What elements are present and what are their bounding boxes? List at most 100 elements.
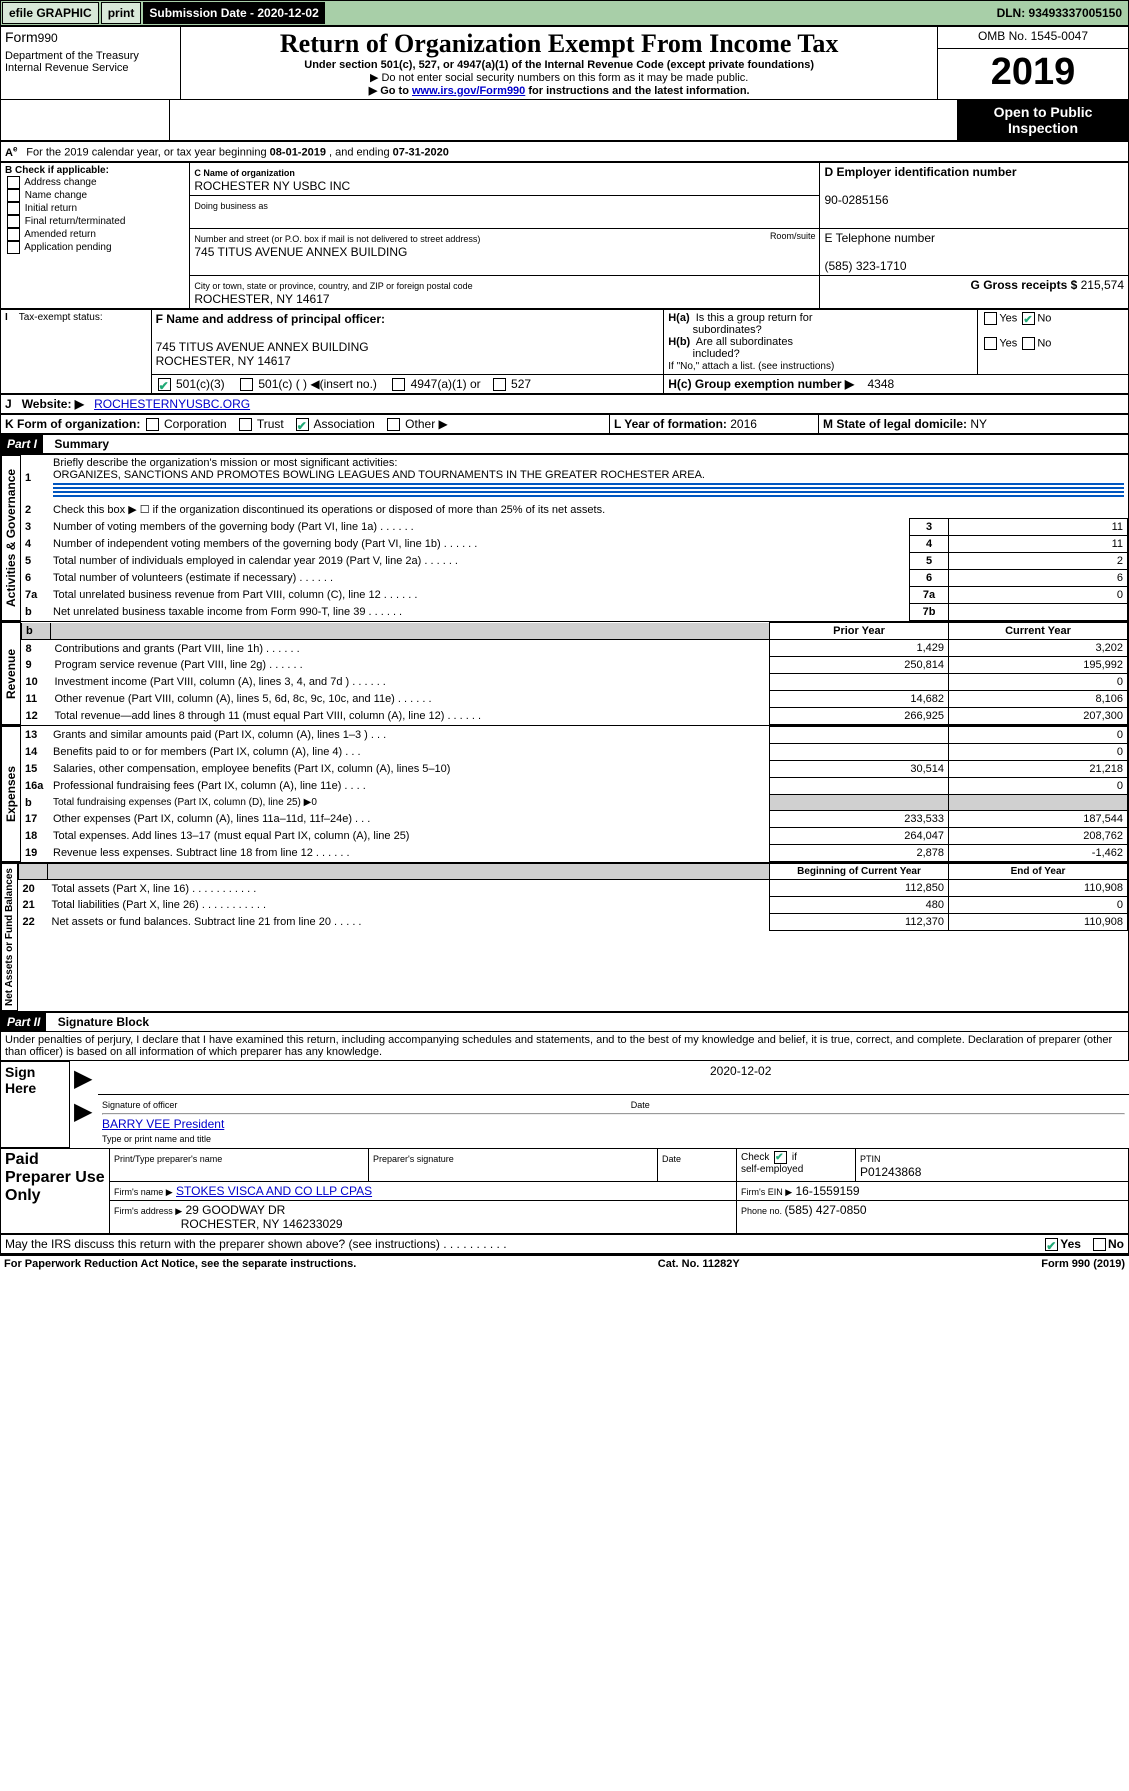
form-sub2: ▶ Do not enter social security numbers o… (185, 71, 933, 84)
form-title: Return of Organization Exempt From Incom… (185, 29, 933, 59)
efile-button[interactable]: efile GRAPHIC (2, 2, 99, 24)
paid-preparer-label: Paid Preparer Use Only (1, 1148, 110, 1233)
l-label: L Year of formation: (614, 417, 730, 431)
footer-cat: Cat. No. 11282Y (658, 1258, 740, 1270)
taxyear-begin: 08-01-2019 (270, 147, 326, 159)
top-toolbar: efile GRAPHIC print Submission Date - 20… (0, 0, 1129, 26)
ptin-value: P01243868 (860, 1165, 921, 1179)
opt-initial-return: Initial return (25, 203, 77, 214)
type-name-label: Type or print name and title (102, 1134, 211, 1144)
part2-title: Signature Block (50, 1015, 149, 1029)
discuss-no: No (1108, 1237, 1124, 1251)
firm-addr-label: Firm's address ▶ (114, 1206, 182, 1216)
hb-yes-checkbox[interactable] (984, 337, 997, 350)
sign-here-label: Sign Here (1, 1062, 70, 1148)
website-link[interactable]: ROCHESTERNYUSBC.ORG (94, 397, 250, 411)
submission-date: Submission Date - 2020-12-02 (143, 2, 324, 24)
sig-officer-label: Signature of officer (102, 1100, 177, 1110)
d-label: D Employer identification number (824, 165, 1016, 179)
opt-501c3: 501(c)(3) (176, 377, 225, 391)
opt-trust: Trust (257, 417, 284, 431)
open-inspection: Open to Public Inspection (958, 100, 1128, 140)
hc-label: H(c) Group exemption number ▶ (668, 377, 854, 391)
prep-sig-hdr: Preparer's signature (373, 1154, 454, 1164)
side-expenses: Expenses (1, 726, 21, 862)
final-return-checkbox[interactable] (7, 215, 20, 228)
tax-year: 2019 (937, 48, 1128, 99)
501c3-checkbox[interactable]: ✔ (158, 378, 171, 391)
name-change-checkbox[interactable] (7, 189, 20, 202)
501c-checkbox[interactable] (240, 378, 253, 391)
527-checkbox[interactable] (493, 378, 506, 391)
dln-label: DLN: 93493337005150 (991, 1, 1128, 25)
sub3-pre: ▶ Go to (369, 85, 412, 97)
form-header: Form990 Return of Organization Exempt Fr… (0, 26, 1129, 100)
dba-label: Doing business as (194, 201, 268, 211)
amended-checkbox[interactable] (7, 228, 20, 241)
hb-note: If "No," attach a list. (see instruction… (668, 361, 834, 372)
e-label: E Telephone number (824, 231, 935, 245)
ha-no-checkbox[interactable]: ✔ (1022, 312, 1035, 325)
opt-address-change: Address change (24, 177, 96, 188)
net-hdr-cur: End of Year (1011, 866, 1066, 877)
firm-name[interactable]: STOKES VISCA AND CO LLP CPAS (176, 1184, 372, 1198)
hdr-prior: Prior Year (833, 625, 885, 637)
gross-receipts: 215,574 (1081, 278, 1124, 292)
addr-change-checkbox[interactable] (7, 176, 20, 189)
4947-checkbox[interactable] (392, 378, 405, 391)
form-number: 990 (38, 31, 58, 45)
opt-final-return: Final return/terminated (25, 216, 126, 227)
street-address: 745 TITUS AVENUE ANNEX BUILDING (194, 245, 407, 259)
opt-name-change: Name change (25, 190, 87, 201)
ptin-label: PTIN (860, 1154, 881, 1164)
opt-corp: Corporation (164, 417, 227, 431)
city-value: ROCHESTER, NY 14617 (194, 292, 329, 306)
room-label: Room/suite (770, 231, 816, 241)
ein-value: 90-0285156 (824, 193, 888, 207)
phone-value: (585) 323-1710 (824, 259, 906, 273)
sig-date-value: 2020-12-02 (710, 1064, 771, 1078)
discuss-yes: Yes (1060, 1237, 1081, 1251)
firm-city: ROCHESTER, NY 146233029 (181, 1217, 343, 1231)
dept-label: Department of the TreasuryInternal Reven… (1, 48, 181, 99)
firm-ein: 16-1559159 (795, 1184, 859, 1198)
hb-yes: Yes (999, 337, 1017, 349)
k-label: K Form of organization: (5, 417, 140, 431)
ha-yes-checkbox[interactable] (984, 312, 997, 325)
self-employed-label: self-employed (741, 1164, 803, 1175)
i-label: Tax-exempt status: (19, 312, 103, 323)
app-pending-checkbox[interactable] (7, 241, 20, 254)
j-label: Website: ▶ (22, 397, 84, 411)
instructions-link[interactable]: www.irs.gov/Form990 (412, 85, 525, 97)
b-label: B Check if applicable: (5, 165, 109, 176)
initial-return-checkbox[interactable] (7, 202, 20, 215)
side-governance: Activities & Governance (1, 455, 21, 621)
side-netassets: Net Assets or Fund Balances (1, 863, 18, 1011)
l-value: 2016 (730, 417, 757, 431)
self-employed-checkbox[interactable]: ✔ (774, 1151, 787, 1164)
footer-notice: For Paperwork Reduction Act Notice, see … (4, 1258, 356, 1270)
trust-checkbox[interactable] (239, 418, 252, 431)
firm-name-label: Firm's name ▶ (114, 1187, 173, 1197)
discuss-question: May the IRS discuss this return with the… (5, 1237, 507, 1251)
hb-no-checkbox[interactable] (1022, 337, 1035, 350)
print-button[interactable]: print (101, 2, 142, 24)
other-checkbox[interactable] (387, 418, 400, 431)
taxyear-end: 07-31-2020 (393, 147, 449, 159)
discuss-yes-checkbox[interactable]: ✔ (1045, 1238, 1058, 1251)
c-name-label: C Name of organization (194, 168, 295, 178)
opt-other: Other ▶ (405, 417, 448, 431)
side-revenue: Revenue (1, 622, 21, 725)
part1-label: Part I (1, 435, 43, 453)
corp-checkbox[interactable] (146, 418, 159, 431)
f-label: F Name and address of principal officer: (156, 312, 385, 326)
hb-no: No (1037, 337, 1051, 349)
prep-phone-label: Phone no. (741, 1206, 785, 1216)
officer-name[interactable]: BARRY VEE President (102, 1117, 224, 1131)
assoc-checkbox[interactable]: ✔ (296, 418, 309, 431)
a-text-pre: For the 2019 calendar year, or tax year … (26, 147, 269, 159)
part1-title: Summary (46, 437, 109, 451)
city-label: City or town, state or province, country… (194, 281, 472, 291)
discuss-no-checkbox[interactable] (1093, 1238, 1106, 1251)
prep-phone: (585) 427-0850 (785, 1203, 867, 1217)
